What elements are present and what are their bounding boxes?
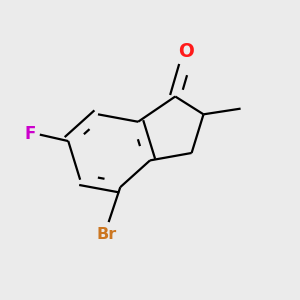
Text: O: O bbox=[178, 42, 194, 61]
Text: F: F bbox=[24, 125, 36, 143]
Text: Br: Br bbox=[97, 227, 117, 242]
